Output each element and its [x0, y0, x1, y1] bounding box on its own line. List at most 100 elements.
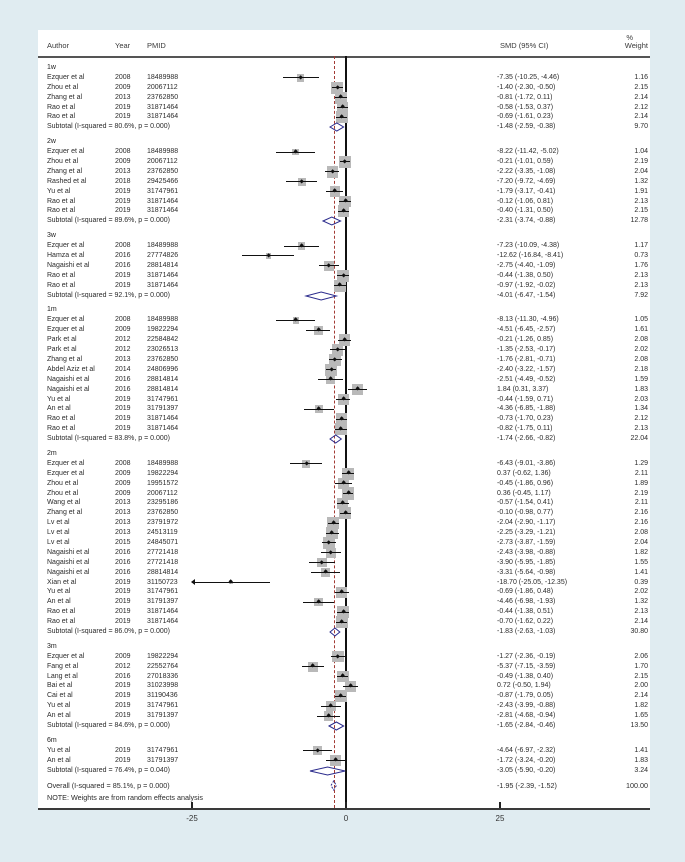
year-cell: 2019	[115, 682, 131, 690]
column-header-year: Year	[115, 41, 131, 50]
study-row: Yu et al 2019 31747961 -2.43 (-3.99, -0.88)…	[38, 700, 650, 712]
study-row: Nagaishi et al 2016 28814814 -3.31 (-5.64, …	[38, 568, 650, 578]
pmid-cell: 27018336	[147, 672, 179, 680]
author-cell: Lv et al	[47, 529, 70, 537]
author-cell: Zhang et al	[47, 509, 83, 517]
author-cell: Park et al	[47, 346, 77, 354]
smd-ci-cell: -2.43 (-3.98, -0.88)	[497, 548, 556, 556]
pmid-cell: 18489988	[147, 459, 179, 467]
study-row: Rao et al 2019 31871464 -0.70 (-1.62, 0.22)…	[38, 616, 650, 628]
pmid-cell: 31871464	[147, 103, 179, 111]
rows-container: 1w Ezquer et al 2008 18489988 -7.35 (-10.25,…	[38, 58, 650, 804]
study-row: Nagaishi et al 2016 27721418 -3.90 (-5.95, …	[38, 558, 650, 568]
year-cell: 2019	[115, 588, 131, 596]
author-cell: Rao et al	[47, 415, 76, 423]
year-cell: 2019	[115, 281, 131, 289]
study-row: Park et al 2012 22584842 -0.21 (-1.26, 0.85…	[38, 334, 650, 346]
pmid-cell: 31791397	[147, 756, 179, 764]
subtotal-row: Subtotal (I-squared = 86.0%, p = 0.000) -…	[38, 627, 650, 637]
smd-ci-cell: 1.84 (0.31, 3.37)	[497, 385, 549, 393]
smd-ci-cell: -0.49 (-1.38, 0.40)	[497, 672, 554, 680]
weight-cell: 9.70	[634, 123, 648, 131]
weight-cell: 2.14	[634, 113, 648, 121]
year-cell: 2019	[115, 415, 131, 423]
author-cell: Lv et al	[47, 519, 70, 527]
pmid-cell: 27721418	[147, 558, 179, 566]
author-cell: Rao et al	[47, 271, 76, 279]
weight-cell: 1.05	[634, 316, 648, 324]
subtotal-row: Subtotal (I-squared = 76.4%, p = 0.040) -…	[38, 766, 650, 776]
pmid-cell: 28814814	[147, 568, 179, 576]
subtotal-row: Subtotal (I-squared = 80.6%, p = 0.000) -…	[38, 122, 650, 132]
pmid-cell: 31150723	[147, 578, 178, 586]
smd-ci-cell: -0.44 (-1.59, 0.71)	[497, 395, 554, 403]
subtotal-label: Subtotal (I-squared = 80.6%, p = 0.000)	[47, 123, 170, 131]
pmid-cell: 20067112	[147, 158, 178, 166]
pmid-cell: 22552764	[147, 662, 179, 670]
pmid-cell: 31190436	[147, 692, 178, 700]
study-row: Rao et al 2019 31871464 -0.97 (-1.92, -0.02…	[38, 279, 650, 292]
subtotal-label: Subtotal (I-squared = 76.4%, p = 0.040)	[47, 766, 170, 774]
author-cell: Rao et al	[47, 281, 76, 289]
pmid-cell: 31747961	[147, 746, 179, 754]
author-cell: Rao et al	[47, 618, 76, 626]
year-cell: 2019	[115, 618, 131, 626]
study-row: Ezquer et al 2009 19822294 0.37 (-0.62, 1.3…	[38, 467, 650, 480]
pmid-cell: 31871464	[147, 271, 179, 279]
overall-diamond	[330, 780, 338, 792]
subtotal-diamond	[327, 721, 345, 731]
group-label-row: 3m	[38, 642, 650, 652]
year-cell: 2009	[115, 326, 131, 334]
weight-cell: 2.19	[634, 489, 648, 497]
axis-tick	[499, 802, 501, 808]
pmid-cell: 31871464	[147, 207, 179, 215]
study-row: Ezquer et al 2008 18489988 -8.22 (-11.42, -…	[38, 147, 650, 157]
study-row: Zhou et al 2009 20067112 0.36 (-0.45, 1.17)…	[38, 487, 650, 500]
weight-cell: 12.78	[630, 217, 648, 225]
pmid-cell: 31871464	[147, 415, 179, 423]
year-cell: 2013	[115, 499, 131, 507]
study-row: Cai et al 2019 31190436 -0.87 (-1.79, 0.05)…	[38, 690, 650, 703]
smd-ci-cell: -1.74 (-2.66, -0.82)	[497, 435, 556, 443]
smd-ci-cell: -7.35 (-10.25, -4.46)	[497, 73, 560, 81]
weight-cell: 2.08	[634, 336, 648, 344]
study-row: Rao et al 2019 31871464 -0.69 (-1.61, 0.23)…	[38, 111, 650, 124]
study-row: An et al 2019 31791397 -4.36 (-6.85, -1.88)…	[38, 404, 650, 414]
weight-cell: 1.04	[634, 148, 648, 156]
study-row: Yu et al 2019 31747961 -4.64 (-6.97, -2.32)…	[38, 746, 650, 756]
year-cell: 2009	[115, 489, 131, 497]
weight-cell: 2.02	[634, 346, 648, 354]
year-cell: 2013	[115, 93, 131, 101]
author-cell: Ezquer et al	[47, 316, 85, 324]
year-cell: 2016	[115, 558, 131, 566]
weight-cell: 2.16	[634, 519, 648, 527]
weight-cell: 2.15	[634, 672, 648, 680]
smd-ci-cell: -2.25 (-3.29, -1.21)	[497, 529, 556, 537]
year-cell: 2019	[115, 712, 131, 720]
note-text: NOTE: Weights are from random effects an…	[47, 793, 203, 803]
group-label-row: 6m	[38, 736, 650, 746]
group-label-row: 1m	[38, 305, 650, 315]
author-cell: Ezquer et al	[47, 73, 85, 81]
column-header-author: Author	[47, 41, 70, 50]
smd-ci-cell: -4.51 (-6.45, -2.57)	[497, 326, 556, 334]
weight-cell: 1.70	[634, 662, 648, 670]
author-cell: Yu et al	[47, 702, 71, 710]
author-cell: Ezquer et al	[47, 459, 85, 467]
smd-ci-cell: -7.20 (-9.72, -4.69)	[497, 177, 556, 185]
smd-ci-cell: -1.72 (-3.24, -0.20)	[497, 756, 556, 764]
pmid-cell: 31871464	[147, 281, 179, 289]
study-row: Ezquer et al 2008 18489988 -8.13 (-11.30, -…	[38, 315, 650, 325]
study-row: Xian et al 2019 31150723 -18.70 (-25.05, -1…	[38, 578, 650, 588]
smd-ci-cell: -1.95 (-2.39, -1.52)	[497, 781, 557, 791]
smd-ci-cell: -0.69 (-1.61, 0.23)	[497, 113, 554, 121]
study-row: Bai et al 2019 31023998 0.72 (-0.50, 1.94) 2…	[38, 680, 650, 692]
plot-panel: Author Year PMID SMD (95% CI) % Weight 1w…	[38, 30, 650, 810]
author-cell: Fang et al	[47, 662, 79, 670]
study-row: Rao et al 2019 31871464 -0.44 (-1.38, 0.51)…	[38, 606, 650, 619]
weight-cell: 1.83	[634, 756, 648, 764]
author-cell: An et al	[47, 756, 71, 764]
smd-ci-cell: -2.73 (-3.87, -1.59)	[497, 538, 556, 546]
group-label: 3m	[47, 642, 57, 650]
group-label: 2m	[47, 449, 57, 457]
